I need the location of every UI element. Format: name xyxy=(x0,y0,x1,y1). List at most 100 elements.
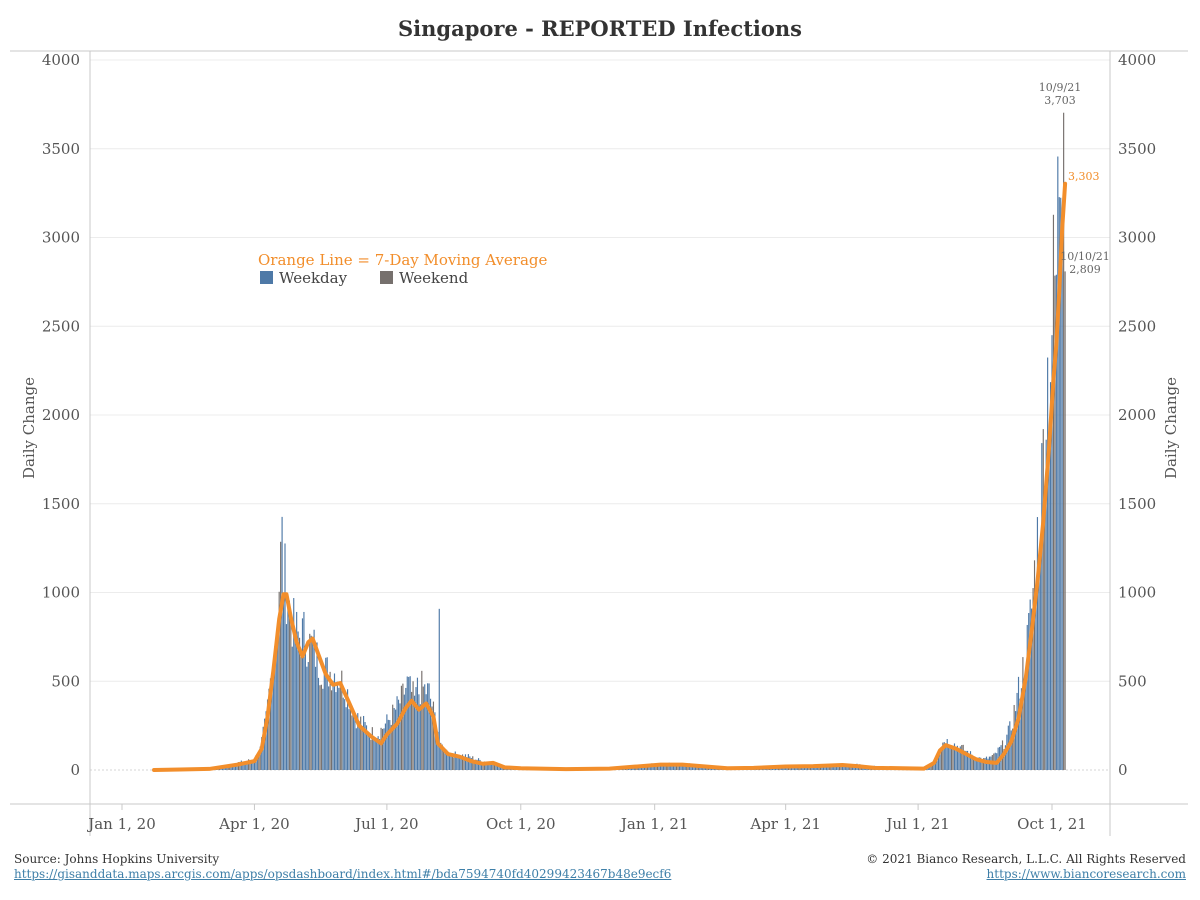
legend-note: Orange Line = 7-Day Moving Average xyxy=(258,251,548,269)
bar xyxy=(486,762,488,770)
bar xyxy=(483,761,485,770)
bar xyxy=(648,765,650,770)
bar xyxy=(245,761,247,770)
bar xyxy=(837,765,839,770)
bar xyxy=(930,764,932,770)
bar xyxy=(384,723,387,770)
bar xyxy=(323,668,325,770)
bar xyxy=(389,720,391,770)
bar xyxy=(833,765,835,770)
bar xyxy=(411,691,413,770)
bar xyxy=(256,756,258,770)
bar xyxy=(965,750,967,770)
x-tick-label: Apr 1, 21 xyxy=(749,815,821,833)
y-tick-label-left: 4000 xyxy=(42,51,80,69)
bar xyxy=(1019,698,1021,770)
bar xyxy=(325,657,327,770)
bar xyxy=(421,670,423,770)
bar xyxy=(841,764,843,770)
legend-swatch-weekend xyxy=(380,271,393,284)
bar xyxy=(962,744,964,770)
bar xyxy=(1038,556,1040,770)
bar xyxy=(272,661,274,770)
bar xyxy=(444,753,446,770)
bar xyxy=(1052,214,1055,770)
bar xyxy=(312,639,314,770)
bar xyxy=(364,722,366,770)
bar xyxy=(317,677,320,770)
bar xyxy=(402,683,404,770)
footer-source: Source: Johns Hopkins University https:/… xyxy=(14,852,671,882)
bar xyxy=(821,766,823,770)
bar xyxy=(940,747,942,770)
bar xyxy=(427,683,429,770)
y-tick-label-right: 2500 xyxy=(1118,317,1156,335)
bar xyxy=(831,765,833,770)
bar xyxy=(441,744,443,770)
bar xyxy=(332,680,334,770)
bar xyxy=(678,764,680,770)
copyright-text: © 2021 Bianco Research, L.L.C. All Right… xyxy=(866,852,1186,866)
bar xyxy=(681,765,683,770)
bar xyxy=(492,764,494,770)
bar xyxy=(409,676,411,770)
bar xyxy=(412,681,414,770)
bar xyxy=(951,746,953,770)
bar xyxy=(1063,112,1065,771)
bar xyxy=(1031,608,1033,770)
bar xyxy=(958,750,960,770)
bar xyxy=(368,733,370,770)
bar xyxy=(393,708,395,770)
bar xyxy=(387,719,389,770)
site-link[interactable]: https://www.biancoresearch.com xyxy=(986,867,1186,881)
bar xyxy=(691,764,694,770)
bar xyxy=(463,757,465,770)
bar xyxy=(370,739,372,770)
bar xyxy=(683,764,685,770)
bar xyxy=(1047,357,1049,770)
bar xyxy=(665,764,667,770)
bar xyxy=(406,676,408,770)
bar xyxy=(300,656,302,770)
bar xyxy=(304,650,306,770)
annotation-last-date: 10/10/21 xyxy=(1060,250,1109,263)
bar xyxy=(933,762,935,770)
bar xyxy=(379,739,381,770)
bar xyxy=(1035,595,1037,770)
bar xyxy=(408,676,410,770)
bar xyxy=(686,764,688,770)
bar xyxy=(659,764,662,770)
bar xyxy=(376,738,378,770)
bar xyxy=(269,678,272,770)
bar xyxy=(248,759,250,770)
annotation-peak-date: 10/9/21 xyxy=(1039,81,1081,94)
bar xyxy=(450,753,452,770)
bar xyxy=(339,686,341,770)
bar xyxy=(680,764,682,770)
y-tick-label-left: 2000 xyxy=(42,406,80,424)
y-tick-label-left: 3500 xyxy=(42,140,80,158)
bar xyxy=(934,759,937,770)
bar xyxy=(367,733,369,770)
bar xyxy=(1036,517,1039,770)
bar xyxy=(978,757,980,770)
bar xyxy=(352,709,354,770)
source-link[interactable]: https://gisanddata.maps.arcgis.com/apps/… xyxy=(14,867,672,881)
bar xyxy=(482,762,484,770)
bar xyxy=(422,686,424,770)
bar xyxy=(357,713,359,770)
bar xyxy=(287,606,289,770)
source-label: Source: Johns Hopkins University xyxy=(14,852,220,866)
bar xyxy=(277,622,279,770)
bar xyxy=(684,764,686,770)
bar xyxy=(284,543,286,770)
bar xyxy=(952,748,954,770)
bar xyxy=(242,762,244,770)
bar xyxy=(395,709,397,770)
bar xyxy=(969,751,972,770)
bar xyxy=(696,765,698,770)
bar xyxy=(271,687,273,770)
bar xyxy=(1045,439,1047,770)
bar xyxy=(440,742,442,770)
bar xyxy=(333,673,336,770)
